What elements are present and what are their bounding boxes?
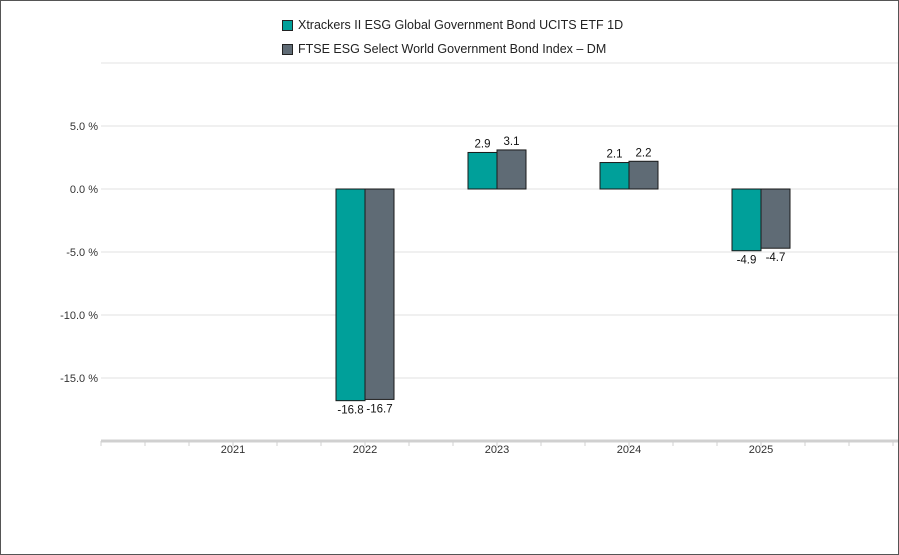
bar xyxy=(467,151,498,190)
legend-item-index: FTSE ESG Select World Government Bond In… xyxy=(282,39,623,59)
bar xyxy=(496,149,527,190)
legend-label-etf: Xtrackers II ESG Global Government Bond … xyxy=(298,18,624,32)
bar xyxy=(599,162,630,190)
data-label: -16.7 xyxy=(366,403,392,415)
x-tick-label: 2024 xyxy=(617,444,641,456)
data-label: 2.2 xyxy=(636,147,652,159)
legend-item-etf: Xtrackers II ESG Global Government Bond … xyxy=(282,15,623,35)
data-label: -4.9 xyxy=(737,255,757,267)
data-label: -4.7 xyxy=(766,252,786,264)
bar xyxy=(628,160,659,190)
x-tick-label: 2023 xyxy=(485,444,509,456)
bar xyxy=(731,188,762,252)
bar xyxy=(364,188,395,400)
data-label: 2.9 xyxy=(475,138,491,150)
y-tick-label: -10.0 % xyxy=(60,310,98,322)
x-tick-label: 2025 xyxy=(749,444,773,456)
data-label: -16.8 xyxy=(337,405,363,417)
y-tick-label: -15.0 % xyxy=(60,373,98,385)
bar xyxy=(760,188,791,249)
data-label: 2.1 xyxy=(607,149,623,161)
bar xyxy=(335,188,366,402)
data-label: 3.1 xyxy=(504,136,520,148)
y-tick-label: 0.0 % xyxy=(70,184,98,196)
y-tick-label: -5.0 % xyxy=(66,247,98,259)
legend: Xtrackers II ESG Global Government Bond … xyxy=(282,15,623,63)
legend-swatch-etf xyxy=(282,19,293,31)
x-tick-label: 2022 xyxy=(353,444,377,456)
y-tick-label: 5.0 % xyxy=(70,121,98,133)
x-tick-label: 2021 xyxy=(221,444,245,456)
legend-label-index: FTSE ESG Select World Government Bond In… xyxy=(298,42,607,56)
legend-swatch-index xyxy=(282,43,293,55)
